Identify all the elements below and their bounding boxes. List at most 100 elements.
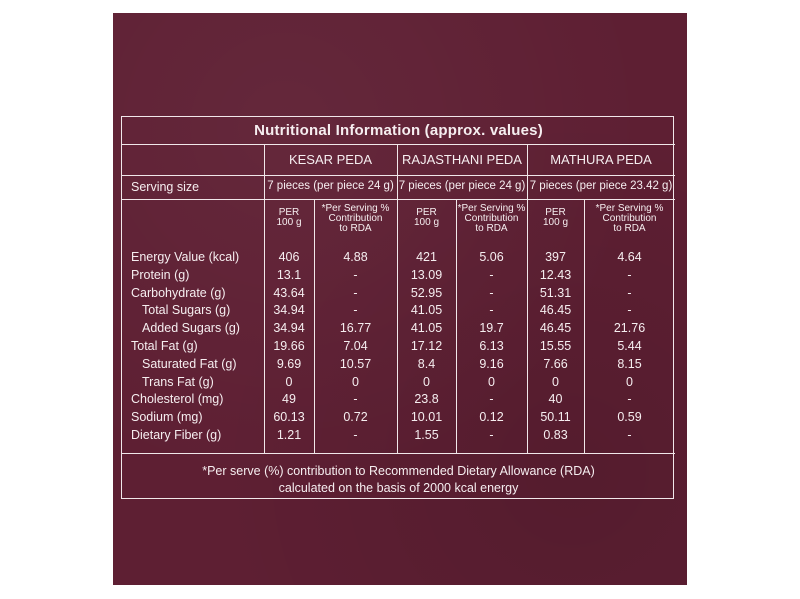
nutrient-value: - xyxy=(489,428,494,442)
header-line: 100 g xyxy=(276,217,302,228)
nutrient-value: 10.01 xyxy=(410,410,443,425)
nutrient-value: 0.59 xyxy=(617,410,642,425)
nutrient-value: - xyxy=(489,267,494,282)
header-line: to RDA xyxy=(475,223,508,234)
rda-header: *Per Serving % Contribution to RDA xyxy=(314,204,397,234)
serving-size-value: 7 pieces (per piece 24 g) xyxy=(398,180,526,192)
rda-header: *Per Serving % Contribution to RDA xyxy=(584,204,675,234)
nutrient-value: 6.13 xyxy=(479,339,504,353)
nutrient-value: 406 xyxy=(278,250,300,264)
nutrient-value: - xyxy=(627,267,632,282)
column-divider xyxy=(314,199,315,453)
serving-size-value: 7 pieces (per piece 23.42 g) xyxy=(529,180,673,192)
nutrient-value: 16.77 xyxy=(339,321,372,336)
nutrient-value: 5.06 xyxy=(479,250,504,264)
per-100g-header: PER 100 g xyxy=(527,208,584,228)
nutrient-value: 9.16 xyxy=(479,356,504,371)
nutrition-table: Nutritional Information (approx. values)… xyxy=(121,116,675,499)
nutrient-value: 7.04 xyxy=(343,339,368,353)
nutrient-value: 8.4 xyxy=(417,356,436,371)
nutrient-value: 17.12 xyxy=(410,339,443,353)
nutrient-value: 0 xyxy=(552,374,559,389)
product-name: MATHURA PEDA xyxy=(550,152,652,167)
nutrient-label: Energy Value (kcal) xyxy=(131,250,240,264)
nutrient-label: Added Sugars (g) xyxy=(142,321,240,336)
header-line: Contribution xyxy=(602,213,657,224)
header-line: to RDA xyxy=(339,223,372,234)
header-line: PER xyxy=(278,207,300,218)
nutrient-label: Dietary Fiber (g) xyxy=(131,428,222,442)
nutrient-value: - xyxy=(627,303,632,318)
nutrient-label: Trans Fat (g) xyxy=(142,374,214,389)
nutrient-value: 8.15 xyxy=(617,356,642,371)
nutrient-label: Total Fat (g) xyxy=(131,339,198,353)
nutrient-value: 41.05 xyxy=(410,303,443,318)
column-divider xyxy=(456,199,457,453)
header-line: 100 g xyxy=(413,217,440,228)
nutrient-value: 1.21 xyxy=(276,428,302,442)
per-100g-header: PER 100 g xyxy=(397,208,456,228)
nutrient-label: Total Sugars (g) xyxy=(142,303,231,318)
nutrient-value: 34.94 xyxy=(273,303,305,318)
column-divider xyxy=(397,144,398,453)
nutrient-value: 0 xyxy=(423,374,430,389)
nutrient-value: 50.11 xyxy=(540,410,571,425)
nutrient-label: Saturated Fat (g) xyxy=(142,356,237,371)
nutrient-value: 10.57 xyxy=(339,356,372,371)
nutrient-value: 23.8 xyxy=(414,392,439,407)
table-rule xyxy=(122,199,675,200)
nutrient-value: 15.55 xyxy=(539,339,572,353)
column-divider xyxy=(584,199,585,453)
nutrient-label: Protein (g) xyxy=(131,267,190,282)
nutrient-value: - xyxy=(353,303,358,318)
header-line: *Per Serving % xyxy=(321,203,390,214)
nutrient-value: 0 xyxy=(285,374,293,389)
nutrient-value: 0.72 xyxy=(343,410,368,425)
serving-size-label: Serving size xyxy=(131,180,200,194)
nutrient-value: 34.94 xyxy=(273,321,305,336)
table-rule xyxy=(122,175,675,176)
nutrient-value: - xyxy=(353,392,358,407)
nutrient-value: - xyxy=(627,285,632,300)
nutrient-value: - xyxy=(627,392,632,407)
header-line: 100 g xyxy=(542,217,569,228)
nutrient-value: 41.05 xyxy=(410,321,443,336)
nutrient-value: 4.64 xyxy=(617,250,642,264)
product-name: KESAR PEDA xyxy=(288,152,373,167)
nutrient-value: 43.64 xyxy=(273,285,305,300)
nutrient-value: 0.12 xyxy=(479,410,504,425)
nutrient-value: 60.13 xyxy=(273,410,305,425)
per-100g-header: PER 100 g xyxy=(264,208,314,228)
product-name: RAJASTHANI PEDA xyxy=(402,152,522,167)
nutrient-value: 51.31 xyxy=(539,285,572,300)
nutrient-value: 19.66 xyxy=(273,339,305,353)
nutrient-value: - xyxy=(489,303,494,318)
header-line: *Per Serving % xyxy=(595,203,664,214)
nutrient-value: 9.69 xyxy=(276,356,302,371)
footnote-line: *Per serve (%) contribution to Recommend… xyxy=(202,464,595,478)
column-divider xyxy=(527,144,528,453)
nutrient-value: 4.88 xyxy=(343,250,368,264)
nutrient-value: 13.09 xyxy=(410,267,443,282)
nutrient-value: 0 xyxy=(626,374,633,389)
nutrient-label: Sodium (mg) xyxy=(131,410,203,425)
nutrient-value: - xyxy=(627,428,632,442)
nutrient-value: 1.55 xyxy=(414,428,439,442)
table-rule xyxy=(122,144,675,145)
nutrient-value: - xyxy=(489,392,494,407)
nutrient-value: - xyxy=(353,428,358,442)
nutrient-value: 7.66 xyxy=(543,356,568,371)
nutrient-value: 397 xyxy=(545,250,566,264)
nutrient-value: 0.83 xyxy=(543,428,568,442)
nutrient-label: Carbohydrate (g) xyxy=(131,285,226,300)
nutrient-value: 40 xyxy=(548,392,563,407)
header-line: Contribution xyxy=(464,213,519,224)
nutrient-value: 52.95 xyxy=(410,285,443,300)
nutrient-value: 46.45 xyxy=(539,303,572,318)
nutrient-value: 49 xyxy=(282,392,296,407)
nutrient-value: 421 xyxy=(416,250,437,264)
nutrient-value: - xyxy=(489,285,494,300)
nutrient-value: 13.1 xyxy=(276,267,302,282)
header-line: Contribution xyxy=(328,213,383,224)
nutrient-value: 19.7 xyxy=(479,321,504,336)
